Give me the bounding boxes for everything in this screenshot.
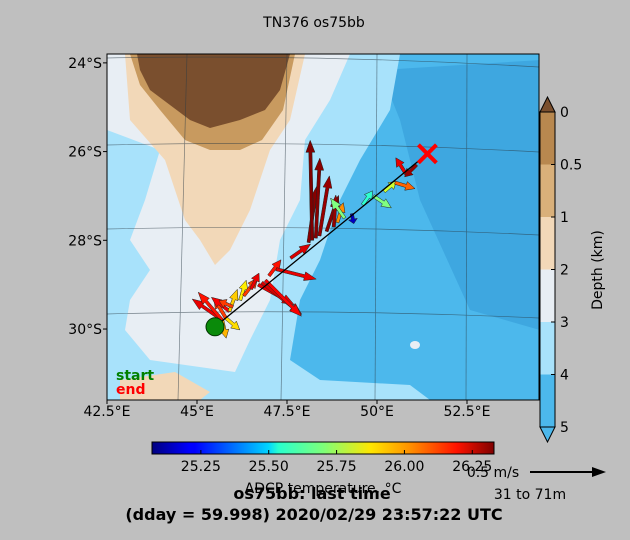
start-label: start [116, 368, 154, 384]
velocity-arrow [394, 180, 416, 191]
depth-colorbar: 0 0.5 1 2 3 4 5 [539, 95, 582, 444]
velocity-arrow [313, 157, 325, 239]
depth-colorbar-bottom-cap [539, 426, 556, 444]
velocity-arrow [263, 278, 302, 317]
subtitle-last-time: os75bb: last time [233, 484, 390, 503]
shallow-patch [120, 372, 210, 400]
depth-tick-label: 0 [560, 105, 569, 121]
depth-colorbar-segment [540, 217, 555, 270]
velocity-arrow [305, 139, 316, 241]
depth-colorbar-segment [540, 269, 555, 322]
velocity-arrow [404, 163, 419, 178]
depth-tick-label: 4 [560, 368, 569, 384]
y-axis-ticks: 24°S 26°S 28°S 30°S [68, 56, 107, 338]
y-tick-label: 30°S [68, 322, 102, 338]
depth-colorbar-label: Depth (km) [590, 230, 606, 310]
velocity-arrow [330, 197, 347, 220]
y-tick-label: 28°S [68, 233, 102, 249]
scale-arrow [530, 467, 606, 477]
depth-colorbar-segment [540, 112, 555, 165]
end-label: end [116, 382, 145, 398]
velocity-vectors [191, 139, 419, 339]
temperature-tick-label: 25.25 [181, 459, 221, 475]
depth-tick-label: 3 [560, 315, 569, 331]
x-tick-label: 47.5°E [263, 404, 310, 420]
ship-track [214, 153, 428, 328]
velocity-arrow [317, 175, 333, 237]
x-tick-label: 45°E [180, 404, 214, 420]
velocity-arrow [238, 279, 249, 302]
y-tick-label: 24°S [68, 56, 102, 72]
velocity-arrow [289, 243, 312, 260]
chart-title: TN376 os75bb [262, 15, 365, 31]
depth-tick-label: 2 [560, 263, 569, 279]
velocity-arrow [218, 299, 234, 309]
graticule [107, 54, 539, 400]
temperature-colorbar-ticks: 25.25 25.50 25.75 26.00 26.25 [181, 450, 492, 475]
subtitle-timestamp: (dday = 59.998) 2020/02/29 23:57:22 UTC [125, 505, 502, 524]
depth-colorbar-segment [540, 164, 555, 217]
y-tick-label: 26°S [68, 145, 102, 161]
velocity-arrow [224, 316, 241, 331]
velocity-arrow [275, 267, 317, 281]
temperature-tick-label: 26.00 [384, 459, 424, 475]
depth-tick-label: 0.5 [560, 158, 582, 174]
depth-tick-label: 5 [560, 420, 569, 436]
depth-colorbar-top-cap [539, 95, 556, 113]
deep-ocean-patch [380, 60, 539, 330]
depth-colorbar-segment [540, 374, 555, 427]
start-marker [205, 317, 225, 337]
depth-colorbar-segment [540, 322, 555, 375]
temperature-tick-label: 25.75 [317, 459, 357, 475]
depth-tick-label: 1 [560, 210, 569, 226]
scale-depth-range: 31 to 71m [494, 487, 566, 503]
temperature-tick-label: 26.25 [452, 459, 492, 475]
seamount [410, 341, 420, 349]
x-axis-ticks: 42.5°E 45°E 47.5°E 50°E 52.5°E [83, 400, 491, 420]
x-tick-label: 52.5°E [443, 404, 490, 420]
temperature-tick-label: 25.50 [249, 459, 289, 475]
velocity-arrow [360, 190, 373, 207]
map-frame [106, 53, 540, 401]
end-marker [416, 143, 438, 165]
x-tick-label: 42.5°E [83, 404, 130, 420]
temperature-colorbar-label: ADCP temperature, °C [245, 481, 402, 497]
x-tick-label: 50°E [360, 404, 394, 420]
scale-arrow-label: 0.5 m/s [467, 465, 519, 481]
madagascar-land [137, 54, 290, 128]
temperature-colorbar [151, 441, 495, 455]
map-area [107, 54, 539, 400]
velocity-arrow [249, 272, 260, 291]
